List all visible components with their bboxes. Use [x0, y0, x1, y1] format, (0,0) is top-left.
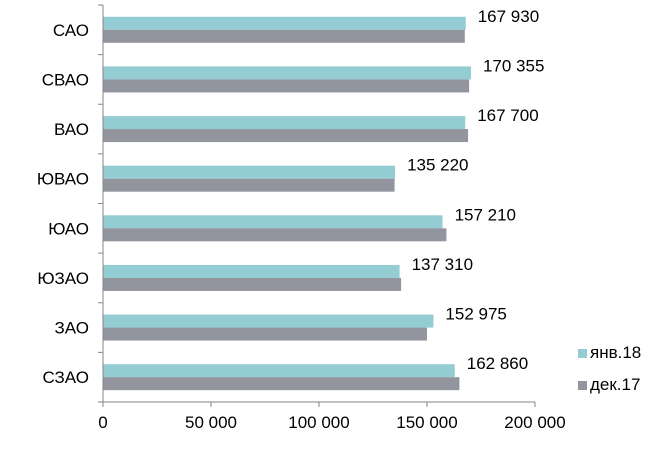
x-tick-label: 100 000 — [288, 413, 349, 432]
bar-dec17 — [103, 377, 460, 391]
bar-jan18 — [103, 264, 400, 278]
x-tick-label: 50 000 — [185, 413, 237, 432]
data-label: 137 310 — [412, 255, 473, 274]
bar-dec17 — [103, 327, 427, 341]
bar-dec17 — [103, 228, 447, 242]
data-label: 135 220 — [407, 156, 468, 175]
legend: янв.18 дек.17 — [578, 343, 641, 394]
category-label: ЗАО — [55, 319, 89, 338]
category-label: САО — [53, 21, 89, 40]
data-label: 162 860 — [467, 354, 528, 373]
category-label: ЮЗАО — [37, 269, 89, 288]
category-label: СЗАО — [42, 368, 89, 387]
bar-jan18 — [103, 364, 455, 378]
data-label: 157 210 — [455, 205, 516, 224]
legend-label-jan18: янв.18 — [590, 343, 641, 362]
bar-jan18 — [103, 16, 466, 30]
bar-dec17 — [103, 29, 465, 43]
labels-layer: САО 167 930 СВАО 170 355 ВАО 167 700 ЮВАО 135 2… — [37, 7, 545, 387]
bar-dec17 — [103, 277, 402, 291]
bars-layer — [103, 16, 471, 391]
x-tick-label: 0 — [98, 413, 107, 432]
x-tick-label: 200 000 — [504, 413, 565, 432]
data-label: 170 355 — [483, 56, 544, 75]
category-label: ЮАО — [48, 219, 89, 238]
data-label: 167 700 — [477, 106, 538, 125]
bar-dec17 — [103, 79, 470, 93]
bar-jan18 — [103, 66, 471, 80]
bar-jan18 — [103, 165, 396, 179]
data-label: 167 930 — [478, 7, 539, 26]
category-label: ЮВАО — [37, 170, 89, 189]
bar-dec17 — [103, 178, 395, 192]
bar-dec17 — [103, 129, 469, 143]
category-label: СВАО — [42, 70, 89, 89]
data-label: 152 975 — [445, 305, 506, 324]
bar-jan18 — [103, 215, 443, 229]
bar-jan18 — [103, 314, 434, 328]
legend-swatch-jan18 — [578, 349, 587, 358]
x-tick-label: 150 000 — [396, 413, 457, 432]
axes-layer: 0 50 000 100 000 150 000 200 000 — [98, 4, 566, 432]
legend-label-dec17: дек.17 — [590, 375, 640, 394]
legend-swatch-dec17 — [578, 381, 587, 390]
bar-jan18 — [103, 116, 466, 130]
category-label: ВАО — [54, 120, 89, 139]
